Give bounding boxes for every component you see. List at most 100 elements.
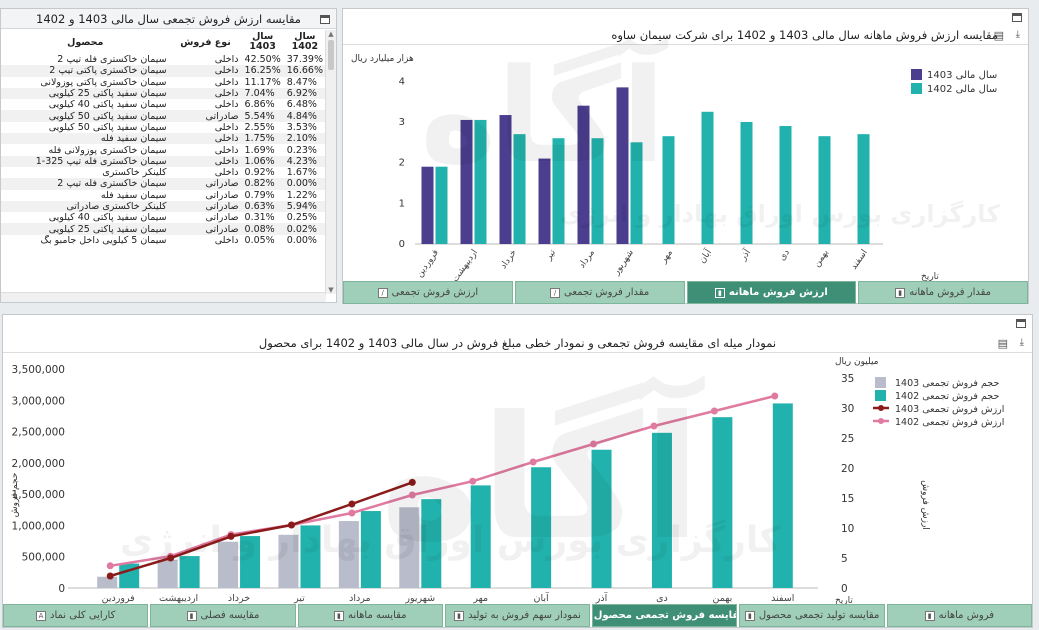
- table-scroll-area[interactable]: سال 1402 سال 1403 نوع فروش محصول 37.39% 4…: [1, 30, 338, 292]
- bottom-tab-1[interactable]: مقایسه تولید تجمعی محصول ▮: [739, 604, 885, 627]
- bar-1402[interactable]: [818, 136, 831, 244]
- line-point[interactable]: [167, 554, 175, 562]
- bar-1403[interactable]: [616, 87, 629, 244]
- vertical-scrollbar[interactable]: ▲ ▼: [325, 30, 336, 294]
- line-point[interactable]: [227, 532, 235, 540]
- bar-volume-1402[interactable]: [712, 417, 733, 588]
- table-row[interactable]: 6.48% 6.86% داخلی سیمان سفید پاکتی 40 کیلوی…: [1, 99, 326, 111]
- legend-label[interactable]: ارزش فروش تجمعی 1403: [895, 404, 1004, 415]
- scroll-up-arrow[interactable]: ▲: [328, 30, 334, 38]
- bottom-tab-5[interactable]: مقایسه فصلی ▮: [150, 604, 296, 627]
- bar-volume-1402[interactable]: [470, 485, 491, 588]
- line-point[interactable]: [408, 491, 416, 499]
- bar-1402[interactable]: [591, 138, 604, 244]
- table-row[interactable]: 3.53% 2.55% داخلی سیمان سفید پاکتی 50 کیلوی…: [1, 121, 326, 134]
- line-value-1402[interactable]: [110, 394, 776, 568]
- bar-1402[interactable]: [740, 121, 753, 244]
- table-row[interactable]: 0.25% 0.31% صادراتی سیمان سفید پاکتی 40 کیل…: [1, 212, 326, 224]
- bar-1402[interactable]: [630, 142, 643, 244]
- bar-volume-1402[interactable]: [651, 432, 672, 588]
- bar-1402[interactable]: [779, 126, 792, 244]
- bar-1403[interactable]: [499, 115, 512, 244]
- table-row[interactable]: 16.66% 16.25% داخلی سیمان خاکستری پاکتی تیپ…: [1, 65, 326, 77]
- table-row[interactable]: 0.23% 1.69% داخلی سیمان خاکستری پوزولانی فل…: [1, 144, 326, 156]
- legend-label[interactable]: حجم فروش تجمعی 1403: [895, 378, 999, 389]
- table-row[interactable]: 0.00% 0.82% صادراتی سیمان خاکستری فله تیپ 2: [1, 178, 326, 190]
- bar-1403[interactable]: [421, 166, 434, 244]
- bar-1402[interactable]: [474, 119, 487, 244]
- top-tab-0[interactable]: مقدار فروش ماهانه ▮: [858, 281, 1028, 304]
- bar-volume-1402[interactable]: [421, 499, 442, 588]
- col-product[interactable]: محصول: [67, 36, 104, 48]
- legend-label[interactable]: ارزش فروش تجمعی 1402: [895, 417, 1004, 428]
- line-point[interactable]: [771, 392, 779, 400]
- bar-volume-1402[interactable]: [772, 403, 793, 588]
- maximize-icon[interactable]: [320, 15, 330, 24]
- col-year1402[interactable]: سال 1402: [291, 31, 319, 52]
- line-point[interactable]: [106, 572, 114, 580]
- line-point[interactable]: [408, 478, 416, 486]
- bar-1403[interactable]: [577, 105, 590, 244]
- maximize-icon[interactable]: [1016, 319, 1026, 328]
- bar-volume-1402[interactable]: [179, 556, 200, 588]
- scroll-down-arrow[interactable]: ▼: [328, 286, 334, 294]
- table-row[interactable]: 4.84% 5.54% صادراتی سیمان سفید پاکتی 50 کیل…: [1, 110, 326, 122]
- bar-1402[interactable]: [662, 136, 675, 244]
- line-point[interactable]: [529, 458, 537, 466]
- bottom-tab-0[interactable]: فروش ماهانه ▮: [886, 604, 1032, 627]
- table-row[interactable]: 37.39% 42.50% داخلی سیمان خاکستری فله تیپ 2: [1, 54, 326, 66]
- print-icon[interactable]: ▤: [993, 29, 1004, 42]
- bar-1402[interactable]: [552, 138, 565, 244]
- bar-volume-1402[interactable]: [240, 536, 261, 588]
- bar-volume-1403[interactable]: [399, 507, 420, 588]
- line-point[interactable]: [469, 477, 477, 485]
- bar-1402[interactable]: [857, 134, 870, 244]
- maximize-icon[interactable]: [1012, 13, 1022, 22]
- scroll-thumb[interactable]: [328, 40, 334, 70]
- bar-1402[interactable]: [435, 166, 448, 244]
- bar-volume-1402[interactable]: [591, 449, 612, 588]
- export-icon[interactable]: ⤓: [1019, 337, 1024, 348]
- bar-volume-1403[interactable]: [157, 559, 178, 588]
- line-point[interactable]: [348, 500, 356, 508]
- table-row[interactable]: 4.23% 1.06% داخلی سیمان خاکستری فله تیپ 325…: [1, 155, 326, 167]
- bar-1403[interactable]: [460, 119, 473, 244]
- col-year1403[interactable]: سال 1403: [249, 31, 276, 52]
- bar-volume-1402[interactable]: [300, 525, 321, 588]
- col-sale-type[interactable]: نوع فروش: [180, 36, 231, 48]
- table-row[interactable]: 0.00% 0.05% داخلی سیمان 5 کیلویی داخل جامبو…: [1, 234, 326, 247]
- table-row[interactable]: 0.02% 0.08% صادراتی سیمان سفید پاکتی 25 کیل…: [1, 223, 326, 235]
- legend-label[interactable]: سال مالی 1402: [927, 84, 997, 95]
- horizontal-scrollbar[interactable]: [1, 292, 326, 302]
- print-icon[interactable]: ▤: [997, 337, 1008, 350]
- line-point[interactable]: [287, 521, 295, 529]
- bar-volume-1402[interactable]: [360, 511, 381, 588]
- line-point[interactable]: [348, 509, 356, 517]
- table-row[interactable]: 1.22% 0.79% صادراتی سیمان سفید فله: [1, 189, 326, 201]
- line-point[interactable]: [710, 407, 718, 415]
- bar-volume-1402[interactable]: [531, 467, 552, 588]
- table-row[interactable]: 6.92% 7.04% داخلی سیمان سفید پاکتی 25 کیلوی…: [1, 87, 326, 100]
- table-row[interactable]: 2.10% 1.75% داخلی سیمان سفید فله: [1, 133, 326, 145]
- legend-label[interactable]: حجم فروش تجمعی 1402: [895, 391, 999, 402]
- bar-volume-1403[interactable]: [218, 541, 239, 588]
- line-point[interactable]: [650, 422, 658, 430]
- bar-volume-1403[interactable]: [97, 576, 118, 588]
- bar-volume-1403[interactable]: [278, 534, 299, 588]
- export-icon[interactable]: ⤓: [1015, 29, 1020, 40]
- bottom-tab-6[interactable]: کارایی کلی نماد A: [3, 604, 149, 627]
- bottom-tab-4[interactable]: مقایسه ماهانه ▮: [297, 604, 443, 627]
- line-value-1403[interactable]: [109, 481, 413, 578]
- line-point[interactable]: [106, 562, 114, 570]
- table-row[interactable]: 1.67% 0.92% داخلی کلینکر خاکستری: [1, 166, 326, 179]
- top-tab-3[interactable]: ارزش فروش تجمعی ∕: [343, 281, 513, 304]
- bar-1402[interactable]: [513, 134, 526, 244]
- top-tab-1[interactable]: ارزش فروش ماهانه ▮: [686, 281, 857, 304]
- legend-label[interactable]: سال مالی 1403: [927, 70, 997, 81]
- top-tab-2[interactable]: مقدار فروش تجمعی ∕: [514, 281, 685, 304]
- table-row[interactable]: 5.94% 0.63% صادراتی کلینکر خاکستری صادراتی: [1, 200, 326, 213]
- line-point[interactable]: [590, 440, 598, 448]
- bottom-tab-3[interactable]: نمودار سهم فروش به تولید ▮: [444, 604, 591, 627]
- bar-volume-1403[interactable]: [338, 521, 359, 588]
- bar-1402[interactable]: [701, 111, 714, 244]
